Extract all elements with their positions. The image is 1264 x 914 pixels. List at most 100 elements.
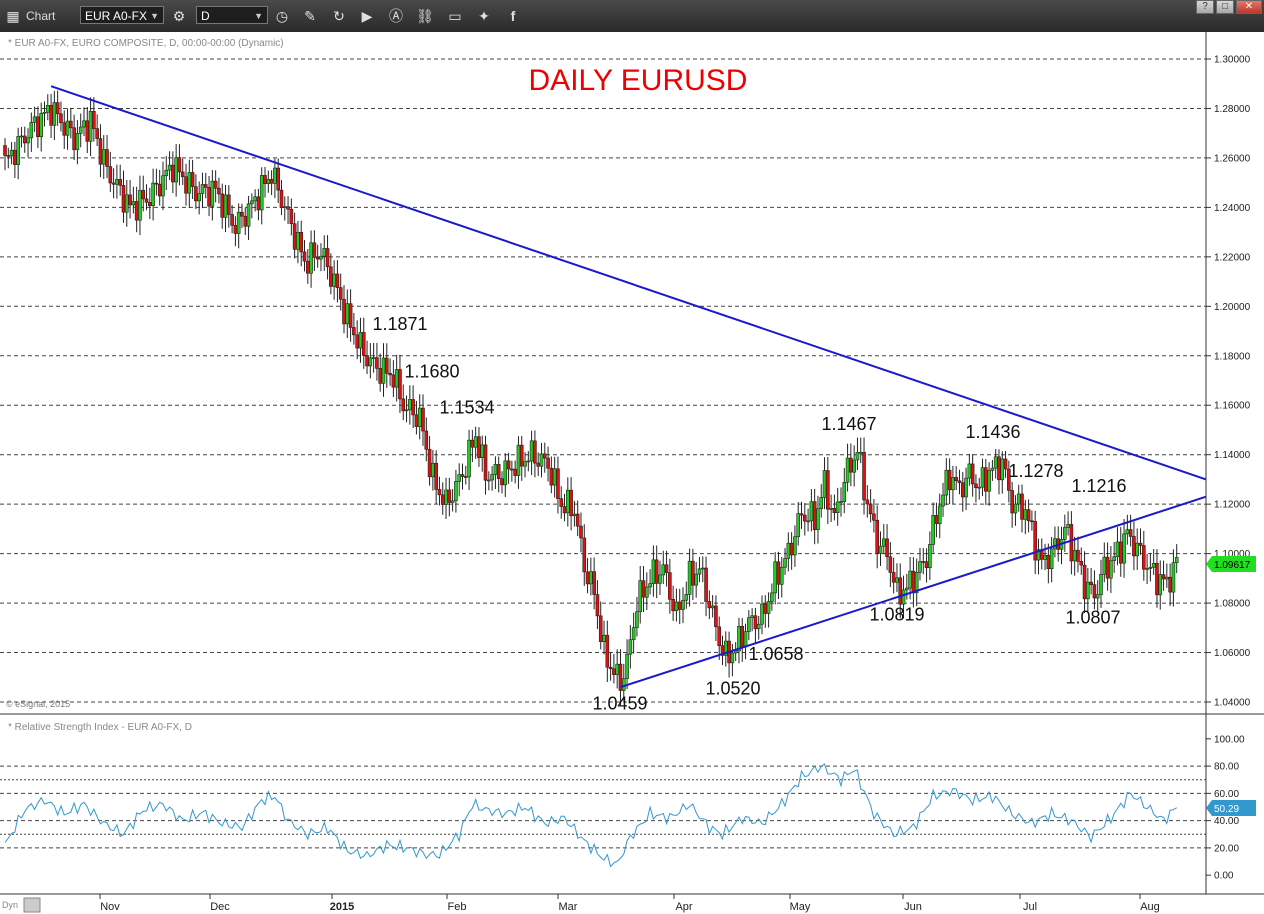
- alert-icon[interactable]: Ⓐ: [389, 8, 403, 24]
- price-annotation: 1.0459: [592, 693, 647, 713]
- candle: [388, 358, 392, 386]
- price-grid: [0, 58, 1206, 703]
- chevron-down-icon[interactable]: ▼: [150, 11, 159, 21]
- pencil-icon[interactable]: ✎: [304, 8, 316, 24]
- price-tick-label: 1.14000: [1214, 450, 1251, 461]
- symbol-input[interactable]: EUR A0-FX ▼: [80, 6, 164, 24]
- candle: [59, 101, 63, 132]
- candle: [1122, 519, 1126, 578]
- rsi-tick-label: 80.00: [1214, 762, 1239, 773]
- candle: [691, 548, 695, 601]
- time-axis: Nov Dec 2015 Feb Mar Apr May Jun Jul Aug: [99, 894, 1160, 913]
- settings-gear-icon[interactable]: ⚙: [172, 8, 186, 24]
- chevron-down-icon[interactable]: ▼: [254, 11, 263, 21]
- price-tick-label: 1.18000: [1214, 351, 1251, 362]
- candle: [546, 446, 550, 482]
- candle: [16, 127, 20, 180]
- candle: [164, 156, 169, 190]
- candle: [694, 561, 698, 598]
- maximize-button[interactable]: □: [1216, 0, 1234, 14]
- candle: [523, 452, 527, 478]
- twitter-icon[interactable]: ✦: [478, 8, 490, 24]
- time-tick-label: Aug: [1140, 901, 1160, 913]
- candle: [888, 542, 893, 588]
- candle: [437, 476, 442, 506]
- candle: [733, 642, 738, 662]
- candle: [928, 531, 932, 580]
- comment-icon[interactable]: ▭: [448, 8, 462, 24]
- candle: [1141, 530, 1146, 581]
- link-icon[interactable]: ⛓: [416, 8, 434, 24]
- candle: [447, 477, 452, 517]
- candle: [526, 451, 531, 472]
- close-button[interactable]: ✕: [1236, 0, 1262, 14]
- candle: [575, 500, 580, 537]
- candle: [230, 205, 234, 234]
- candle: [937, 493, 942, 539]
- refresh-icon[interactable]: ↻: [333, 8, 345, 24]
- candle: [434, 450, 438, 504]
- candle: [246, 195, 251, 241]
- candle: [276, 158, 280, 204]
- candle: [635, 596, 639, 637]
- candle: [990, 460, 995, 481]
- price-tick-label: 1.06000: [1214, 648, 1251, 659]
- candle: [1092, 570, 1097, 610]
- help-button[interactable]: ?: [1196, 0, 1214, 14]
- interval-value: D: [201, 9, 210, 23]
- candle: [707, 590, 712, 620]
- price-annotation: 1.1680: [404, 361, 459, 381]
- candle: [411, 385, 415, 429]
- candle: [75, 120, 80, 165]
- last-price-label: 1.09617: [1214, 560, 1251, 571]
- candle: [197, 181, 201, 215]
- candle: [1007, 460, 1011, 503]
- copyright-text: © eSignal, 2015: [6, 699, 70, 709]
- chart-area[interactable]: 1.30000 1.28000 1.26000 1.24000 1.22000 1.200…: [0, 32, 1264, 914]
- candle: [200, 172, 205, 209]
- price-tick-label: 1.08000: [1214, 599, 1251, 610]
- candle: [799, 501, 804, 529]
- candle: [1013, 495, 1018, 526]
- candle: [69, 108, 73, 139]
- price-annotation: 1.0658: [748, 644, 803, 664]
- candle: [279, 180, 284, 216]
- candle: [286, 196, 290, 225]
- candle: [3, 138, 7, 171]
- candle: [681, 587, 685, 624]
- candle: [974, 474, 978, 503]
- price-annotation: 1.1278: [1008, 461, 1063, 481]
- symbol-value: EUR A0-FX: [85, 9, 148, 23]
- candle: [1026, 499, 1031, 533]
- candle: [885, 524, 889, 571]
- candle: [460, 463, 465, 490]
- clock-icon[interactable]: ◷: [275, 8, 289, 24]
- price-annotation: 1.0819: [869, 604, 924, 624]
- price-tick-label: 1.26000: [1214, 153, 1251, 164]
- price-tick-label: 1.20000: [1214, 302, 1251, 313]
- candle: [951, 465, 955, 504]
- dyn-label: Dyn: [2, 897, 41, 913]
- candle: [236, 203, 241, 249]
- candle: [1003, 450, 1008, 478]
- play-icon[interactable]: ▶: [361, 8, 373, 24]
- candle: [901, 575, 906, 619]
- trendlines: [50, 85, 1207, 689]
- svg-text:Dyn: Dyn: [2, 900, 18, 910]
- candle: [793, 525, 797, 567]
- candle: [384, 343, 389, 388]
- candle: [697, 556, 702, 583]
- candle: [835, 487, 840, 526]
- candle: [533, 430, 537, 478]
- facebook-icon[interactable]: f: [510, 8, 516, 24]
- candle: [1158, 560, 1163, 610]
- candle: [796, 502, 801, 546]
- candle: [714, 595, 718, 641]
- candle: [1145, 553, 1149, 584]
- candle: [177, 144, 182, 186]
- candle: [1161, 560, 1166, 591]
- candle: [519, 435, 524, 481]
- interval-select[interactable]: D ▼: [196, 6, 268, 24]
- trendline: [50, 85, 1207, 481]
- candle: [138, 175, 142, 236]
